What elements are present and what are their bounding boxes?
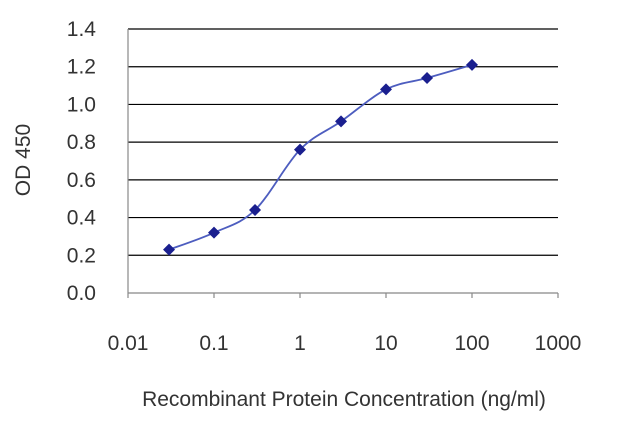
y-tick-label-0: 0.0	[67, 282, 96, 305]
plot-frame	[127, 29, 559, 298]
x-tick-label-4: 100	[454, 332, 489, 355]
y-tick-label-7: 1.4	[67, 18, 97, 41]
data-point-2	[249, 204, 262, 217]
y-tick-label-5: 1.0	[67, 93, 96, 116]
x-tick-label-1: 0.1	[199, 332, 228, 355]
data-point-7	[466, 58, 478, 71]
y-tick-labels: 0.0 0.2 0.4 0.6 0.8 1.0 1.2 1.4	[67, 18, 97, 305]
y-tick-label-4: 0.8	[67, 131, 96, 154]
x-tick-label-3: 10	[374, 332, 397, 355]
y-tick-label-1: 0.2	[67, 244, 96, 267]
data-point-4	[335, 115, 348, 128]
y-tick-label-6: 1.2	[67, 56, 96, 79]
y-axis-title: OD 450	[12, 124, 35, 196]
series-line-0	[168, 63, 473, 251]
x-tick-label-2: 1	[294, 332, 306, 355]
x-tick-label-5: 1000	[535, 332, 582, 355]
x-tick-labels: 0.01 0.1 1 10 100 1000	[108, 332, 582, 355]
data-point-6	[421, 72, 434, 85]
data-point-1	[208, 226, 220, 239]
y-tick-label-2: 0.4	[67, 207, 97, 230]
y-tick-label-3: 0.6	[67, 169, 96, 192]
data-point-0	[163, 243, 176, 256]
x-tick-label-0: 0.01	[108, 332, 149, 355]
data-point-3	[294, 143, 306, 156]
series-od450	[163, 58, 478, 256]
data-point-5	[380, 83, 392, 96]
gridlines	[128, 28, 558, 256]
x-axis-title: Recombinant Protein Concentration (ng/ml…	[142, 388, 546, 411]
